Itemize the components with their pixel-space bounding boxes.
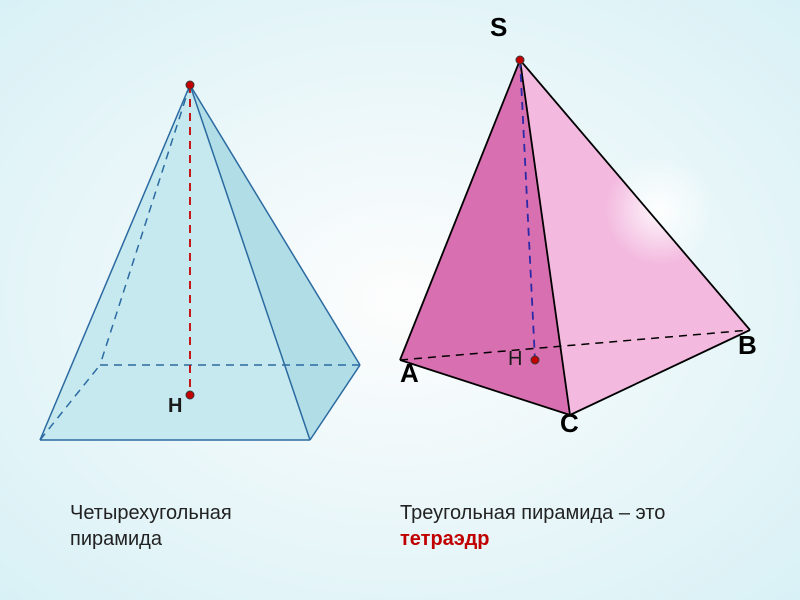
label-B: B <box>738 330 757 361</box>
label-C: C <box>560 408 579 439</box>
caption-left-line1: Четырехугольная <box>70 502 232 524</box>
foot-dot <box>186 391 194 399</box>
specular-highlight <box>605 155 715 265</box>
triangular-pyramid <box>400 56 750 415</box>
quadrilateral-pyramid <box>40 81 360 440</box>
label-S: S <box>490 12 507 43</box>
caption-right-em: тетраэдр <box>400 528 489 550</box>
apex-dot <box>186 81 194 89</box>
label-H-right: H <box>508 348 522 371</box>
apex-dot <box>516 56 524 64</box>
label-H-left: H <box>168 395 182 418</box>
caption-right-pre: Треугольная пирамида – это <box>400 502 665 524</box>
caption-left: Четырехугольная пирамида <box>70 500 232 552</box>
caption-left-line2: пирамида <box>70 528 162 550</box>
caption-right: Треугольная пирамида – это тетраэдр <box>400 500 760 552</box>
foot-dot <box>531 356 539 364</box>
label-A: A <box>400 358 419 389</box>
